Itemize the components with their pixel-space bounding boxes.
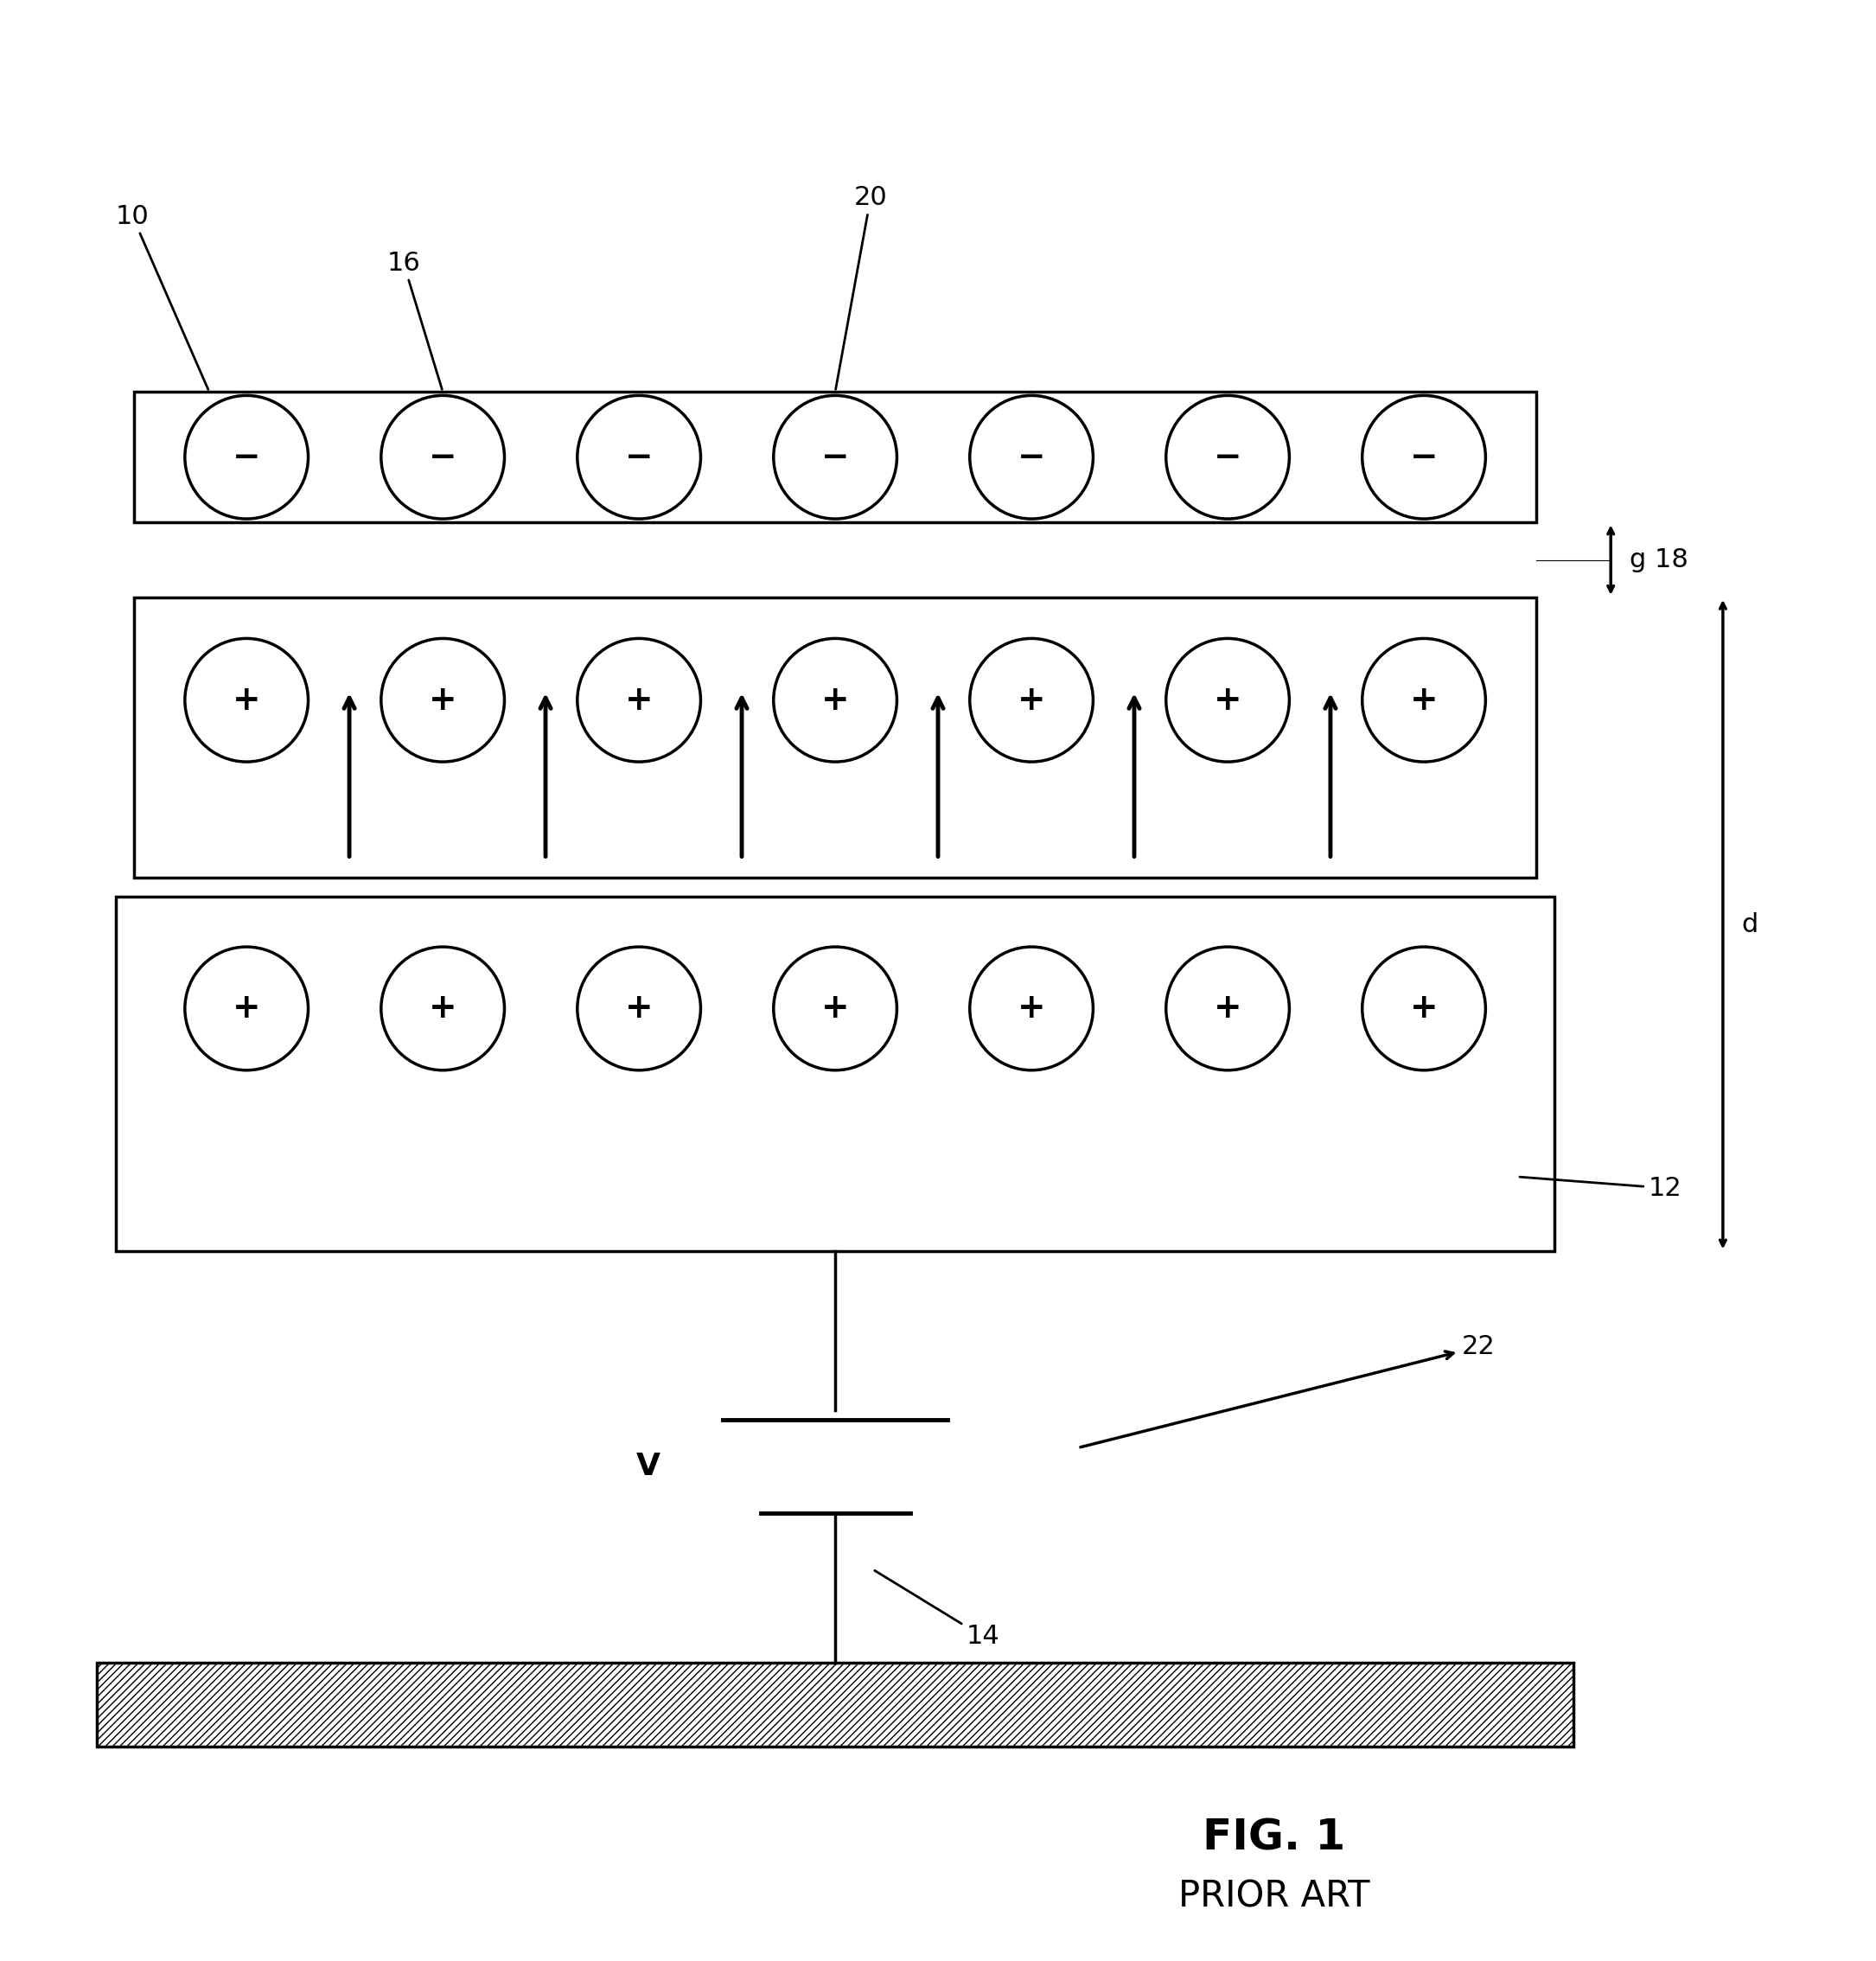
Circle shape: [578, 396, 700, 520]
Text: FIG. 1: FIG. 1: [1203, 1818, 1345, 1859]
Circle shape: [381, 396, 505, 520]
Text: −: −: [1017, 441, 1045, 475]
Bar: [135, 392, 1536, 522]
Circle shape: [970, 947, 1094, 1071]
Text: +: +: [1017, 992, 1045, 1026]
Text: −: −: [1409, 441, 1439, 475]
Text: +: +: [1017, 684, 1045, 716]
Circle shape: [970, 396, 1094, 520]
Text: 22: 22: [1081, 1333, 1495, 1447]
Text: +: +: [822, 684, 850, 716]
Circle shape: [1362, 947, 1486, 1071]
Text: 14: 14: [874, 1571, 1000, 1649]
Text: d: d: [1741, 912, 1758, 937]
Circle shape: [773, 947, 897, 1071]
Bar: [98, 1663, 1574, 1747]
Text: +: +: [1409, 992, 1439, 1026]
Text: +: +: [1214, 992, 1242, 1026]
Circle shape: [578, 947, 700, 1071]
Text: 16: 16: [386, 251, 443, 390]
Circle shape: [186, 639, 308, 761]
Text: +: +: [233, 992, 261, 1026]
Text: +: +: [233, 684, 261, 716]
Text: −: −: [430, 441, 458, 475]
Text: +: +: [1409, 684, 1439, 716]
Circle shape: [773, 639, 897, 761]
Text: V: V: [636, 1451, 660, 1481]
Circle shape: [1362, 639, 1486, 761]
Text: −: −: [1214, 441, 1242, 475]
Circle shape: [970, 639, 1094, 761]
Text: 10: 10: [116, 204, 208, 390]
Circle shape: [773, 396, 897, 520]
Circle shape: [1167, 396, 1289, 520]
Text: +: +: [430, 684, 458, 716]
Text: g 18: g 18: [1630, 547, 1688, 573]
Text: +: +: [625, 992, 653, 1026]
Bar: [135, 598, 1536, 879]
Text: 20: 20: [835, 184, 887, 390]
Text: +: +: [1214, 684, 1242, 716]
Text: +: +: [625, 684, 653, 716]
Text: +: +: [822, 992, 850, 1026]
Circle shape: [1362, 396, 1486, 520]
Circle shape: [186, 947, 308, 1071]
Circle shape: [1167, 947, 1289, 1071]
Text: PRIOR ART: PRIOR ART: [1178, 1879, 1369, 1916]
Circle shape: [381, 947, 505, 1071]
Text: +: +: [430, 992, 458, 1026]
Bar: [116, 896, 1555, 1251]
Text: −: −: [822, 441, 850, 475]
Circle shape: [381, 639, 505, 761]
Text: 12: 12: [1520, 1175, 1681, 1200]
Circle shape: [1167, 639, 1289, 761]
Text: −: −: [233, 441, 261, 475]
Text: −: −: [625, 441, 653, 475]
Circle shape: [186, 396, 308, 520]
Circle shape: [578, 639, 700, 761]
